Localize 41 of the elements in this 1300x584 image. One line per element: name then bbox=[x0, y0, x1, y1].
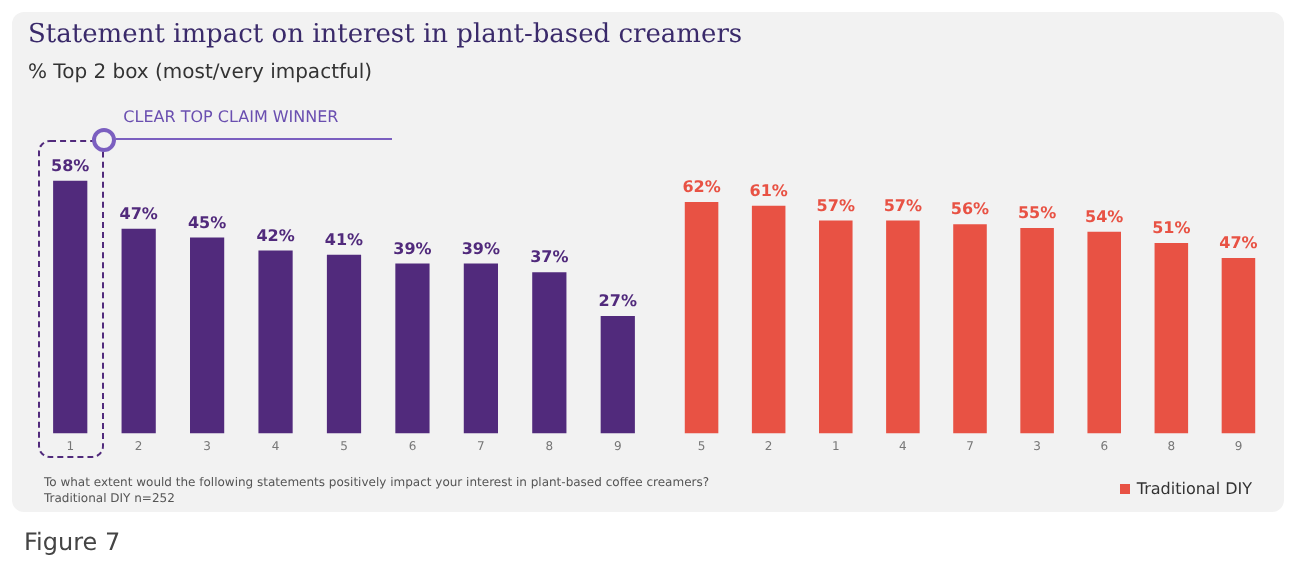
data-label: 47% bbox=[1219, 234, 1258, 253]
bar bbox=[121, 228, 156, 434]
bar bbox=[600, 315, 635, 434]
bar bbox=[258, 250, 293, 434]
data-label: 39% bbox=[393, 239, 432, 258]
data-label: 54% bbox=[1085, 207, 1124, 226]
bar bbox=[886, 220, 920, 434]
bar bbox=[1154, 243, 1189, 434]
data-label: 58% bbox=[51, 156, 90, 175]
data-label: 57% bbox=[816, 196, 855, 215]
data-label: 56% bbox=[950, 200, 990, 219]
bar bbox=[1020, 228, 1054, 434]
bar bbox=[684, 201, 719, 434]
bar bbox=[53, 180, 88, 434]
bar bbox=[326, 254, 362, 434]
data-label: 41% bbox=[324, 231, 364, 249]
data-label: 39% bbox=[461, 239, 501, 258]
data-label: 47% bbox=[119, 204, 158, 223]
caption: Figure 7 bbox=[24, 528, 121, 556]
data-label: 57% bbox=[883, 196, 923, 215]
bar bbox=[751, 205, 786, 434]
bar bbox=[190, 237, 225, 434]
bar bbox=[463, 263, 498, 434]
bar bbox=[532, 272, 567, 434]
data-label: 55% bbox=[1017, 204, 1057, 223]
chart-title: Statement impact on interest in plant-based creamers bbox=[28, 20, 743, 50]
bar bbox=[953, 224, 987, 434]
data-label: 45% bbox=[187, 213, 227, 232]
data-label: 27% bbox=[598, 292, 637, 311]
chart-subtitle: % Top 2 box (most/very impactful) bbox=[28, 62, 373, 84]
legend-label: Traditional DIY bbox=[1136, 480, 1252, 498]
bar bbox=[1221, 257, 1256, 434]
bar bbox=[819, 220, 853, 434]
text: CLEAR TOP CLAIM WINNER bbox=[123, 108, 339, 127]
bar bbox=[395, 263, 430, 434]
data-label: 37% bbox=[530, 248, 569, 267]
data-label: 51% bbox=[1152, 219, 1191, 238]
bar bbox=[1087, 231, 1121, 434]
data-label: 61% bbox=[749, 181, 788, 200]
data-label: 42% bbox=[256, 226, 295, 245]
data-label: 62% bbox=[682, 178, 721, 197]
